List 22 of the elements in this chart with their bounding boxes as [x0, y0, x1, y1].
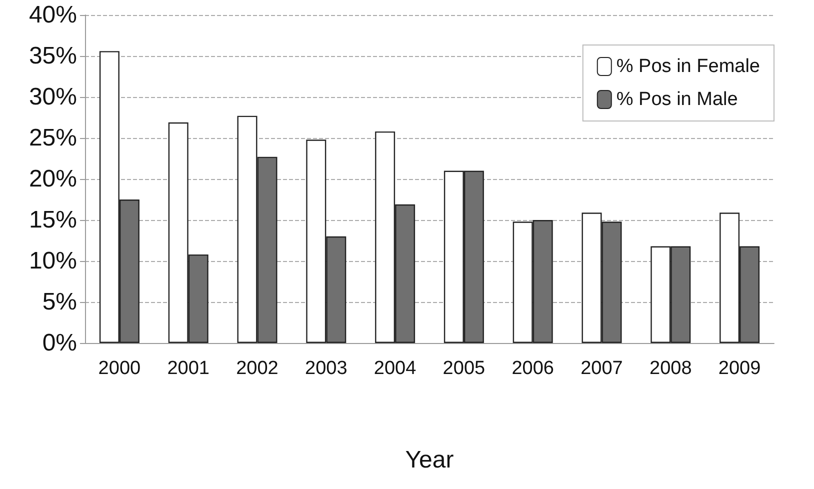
x-tick-label: 2004: [374, 358, 417, 379]
y-tick-label: 35%: [28, 42, 77, 70]
y-tick-label: 5%: [42, 288, 77, 316]
x-tick-label: 2003: [305, 358, 348, 379]
x-tick-label: 2005: [442, 358, 486, 379]
legend-label: % Pos in Male: [616, 89, 738, 110]
y-tick-label: 30%: [28, 84, 77, 110]
x-tick-label: 2000: [98, 358, 141, 379]
y-tick-label: 40%: [28, 2, 77, 28]
y-tick-label: 0%: [42, 330, 77, 356]
x-tick-label: 2008: [650, 358, 692, 379]
y-tick-label: 10%: [28, 248, 77, 274]
legend-label: % Pos in Female: [616, 56, 760, 77]
x-tick-label: 2009: [718, 358, 761, 379]
y-tick-label: 15%: [28, 206, 77, 234]
x-tick-label: 2002: [236, 358, 278, 379]
x-axis-title: Year: [405, 446, 454, 474]
x-tick-label: 2006: [512, 358, 554, 379]
y-tick-label: 20%: [28, 166, 77, 192]
y-tick-label: 25%: [28, 124, 77, 152]
x-tick-label: 2007: [580, 358, 623, 379]
x-tick-label: 2001: [167, 358, 210, 379]
